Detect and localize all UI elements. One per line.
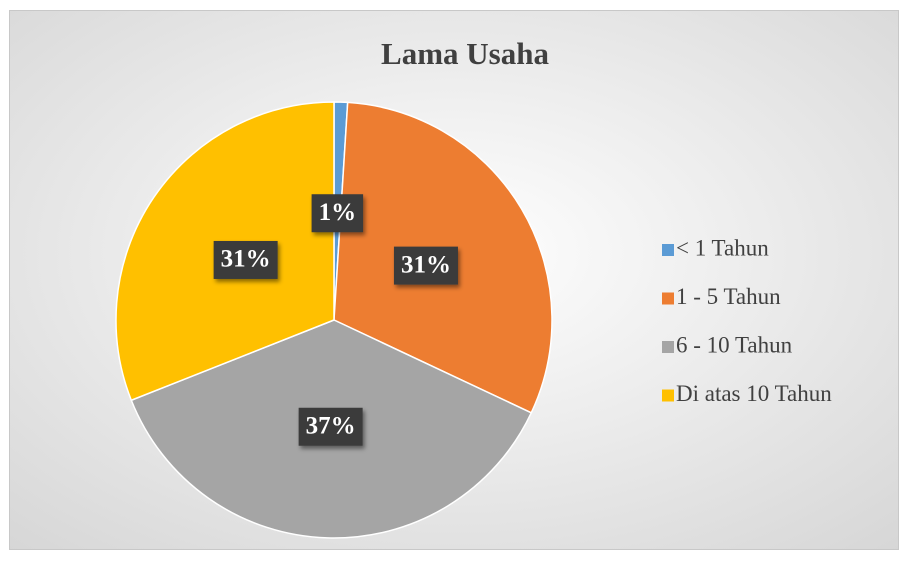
legend-swatch bbox=[662, 341, 674, 353]
legend-label: 1 - 5 Tahun bbox=[676, 284, 781, 309]
data-label-box bbox=[298, 407, 363, 446]
legend-swatch bbox=[662, 292, 674, 305]
data-label-box bbox=[213, 240, 278, 279]
chart-title: Lama Usaha bbox=[381, 36, 549, 71]
legend-label: Di atas 10 Tahun bbox=[676, 381, 832, 406]
legend-swatch bbox=[662, 389, 674, 402]
legend-label: < 1 Tahun bbox=[676, 235, 769, 260]
data-label: 37% bbox=[306, 413, 356, 440]
data-label: 1% bbox=[319, 199, 357, 226]
legend-label: 6 - 10 Tahun bbox=[676, 332, 793, 357]
data-label-box bbox=[393, 246, 458, 285]
legend-swatch bbox=[662, 244, 674, 256]
data-label: 31% bbox=[401, 251, 451, 278]
data-label: 31% bbox=[221, 246, 271, 273]
data-label-box bbox=[311, 194, 364, 233]
